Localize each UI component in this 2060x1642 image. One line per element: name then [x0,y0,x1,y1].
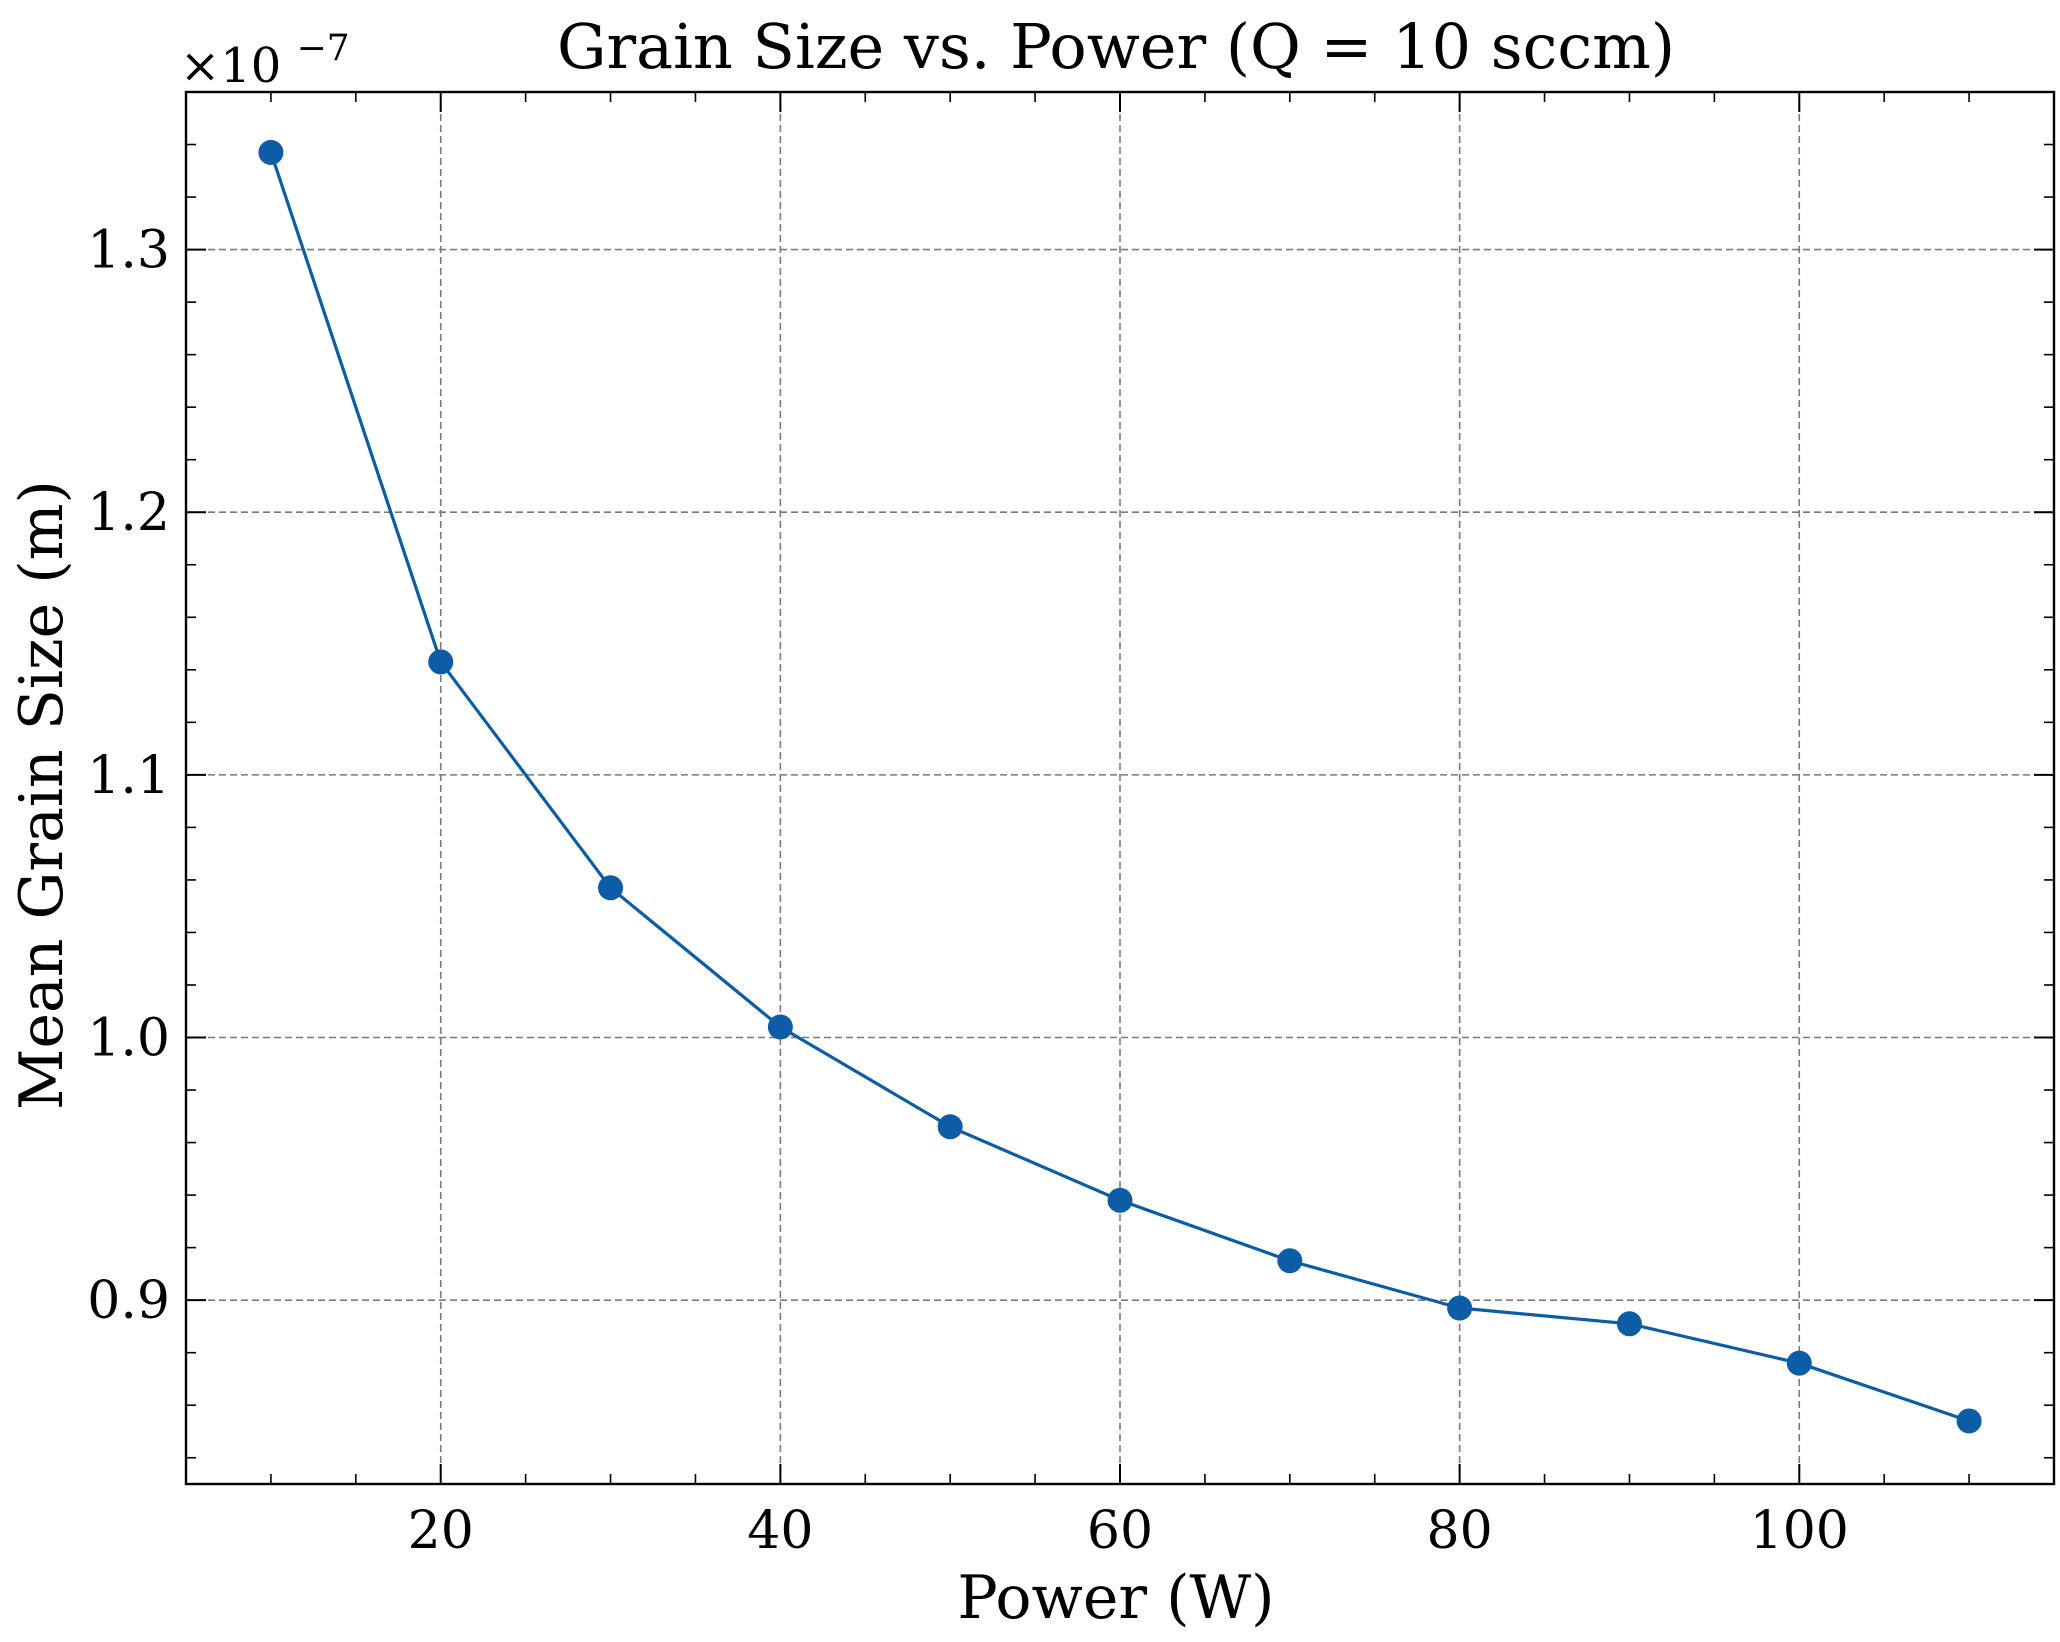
y-offset-prefix: ×10 [180,38,281,94]
x-tick-labels: 20 40 60 80 100 [408,1501,1849,1561]
x-tick-label: 40 [747,1501,813,1561]
x-axis-label: Power (W) [957,1563,1274,1633]
y-tick-label: 1.1 [87,746,170,806]
data-point [598,875,624,901]
plot-frame [184,90,2056,1486]
y-offset-label: ×10 −7 [180,28,350,94]
major-ticks [186,92,2054,1484]
y-axis-label: Mean Grain Size (m) [7,480,77,1110]
data-point [1107,1187,1133,1213]
data-point [1277,1248,1303,1274]
chart-title: Grain Size vs. Power (Q = 10 sccm) [557,10,1675,83]
y-tick-label: 1.0 [87,1009,170,1069]
data-point [767,1014,793,1040]
y-tick-label: 1.2 [87,483,170,543]
data-point [937,1114,963,1140]
data-point [1447,1295,1473,1321]
y-tick-label: 1.3 [87,221,170,281]
x-tick-label: 60 [1087,1501,1153,1561]
x-tick-label: 20 [408,1501,474,1561]
data-point [1956,1408,1982,1434]
x-tick-label: 80 [1427,1501,1493,1561]
data-point [428,649,454,675]
data-point [1616,1311,1642,1337]
data-point [258,139,284,165]
grid-lines [186,92,2054,1484]
y-tick-labels: 0.9 1.0 1.1 1.2 1.3 [87,221,170,1332]
y-offset-exponent: −7 [297,28,350,69]
data-point [1786,1350,1812,1376]
series-layer [258,139,1982,1434]
y-tick-label: 0.9 [87,1271,170,1331]
x-tick-label: 100 [1750,1501,1849,1561]
